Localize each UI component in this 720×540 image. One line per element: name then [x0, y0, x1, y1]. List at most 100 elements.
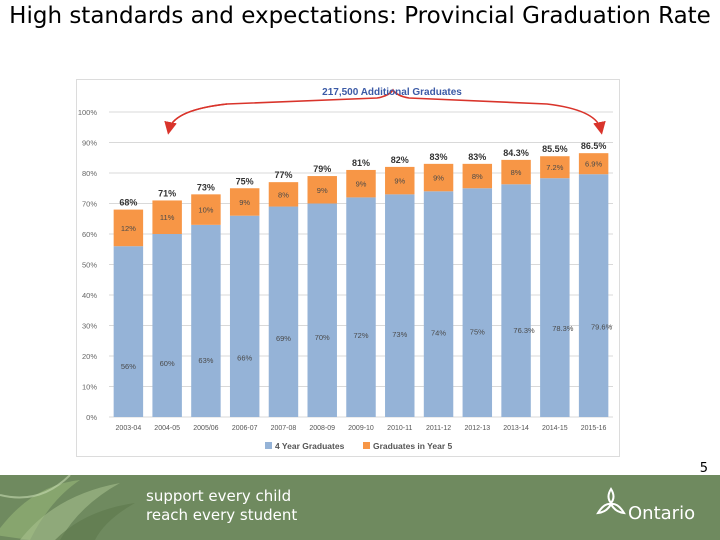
data-label-year-5: 6.9% [585, 160, 602, 169]
y-tick-label: 80% [82, 169, 97, 178]
data-label-4-year: 69% [276, 334, 291, 343]
bar-graduates-year-5 [385, 166, 415, 195]
data-label-4-year: 73% [392, 330, 407, 339]
bar-4-year-graduates [578, 174, 609, 417]
x-tick-label: 2007-08 [271, 425, 297, 432]
data-label-total: 84.3% [503, 148, 529, 158]
bar-4-year-graduates [152, 234, 182, 417]
data-label-total: 86.5% [581, 141, 607, 151]
annotation: 217,500 Additional Graduates [164, 87, 606, 135]
data-label-4-year: 63% [198, 356, 213, 365]
data-label-year-5: 9% [356, 180, 367, 189]
slogan-line-2: reach every student [146, 506, 298, 524]
footer-banner: support every child reach every student … [0, 475, 720, 540]
data-label-total: 73% [197, 182, 215, 192]
bar-graduates-year-5 [462, 163, 493, 189]
data-label-4-year: 78.3% [552, 324, 574, 333]
data-label-total: 77% [274, 170, 292, 180]
slogan-line-1: support every child [146, 487, 292, 505]
slide-title: High standards and expectations: Provinc… [9, 3, 711, 29]
y-tick-label: 50% [82, 261, 97, 270]
graduation-rate-chart: 56% 12% 68% 60% 11% 71% 63% 10% 73% 66% 9% 75% 69% 8%… [78, 87, 613, 451]
data-label-total: 83% [468, 152, 486, 162]
leaf-swirl-decoration [0, 475, 135, 540]
x-tick-label: 2004-05 [154, 425, 180, 432]
bar-4-year-graduates [501, 184, 531, 417]
page-number: 5 [699, 461, 708, 476]
x-tick-label: 2013-14 [503, 425, 529, 432]
data-label-total: 82% [391, 155, 409, 165]
legend-label-year-5: Graduates in Year 5 [373, 441, 452, 451]
bar-4-year-graduates [346, 197, 376, 417]
data-label-year-5: 9% [394, 177, 405, 186]
bar-graduates-year-5 [191, 194, 221, 225]
y-tick-label: 0% [86, 413, 97, 422]
bar-graduates-year-5 [152, 200, 182, 234]
data-label-4-year: 66% [237, 354, 252, 363]
data-label-year-5: 12% [121, 224, 136, 233]
bar-graduates-year-5 [113, 209, 144, 247]
bar-4-year-graduates [229, 215, 260, 417]
ontario-logo: Ontario [594, 485, 704, 531]
data-label-total: 81% [352, 158, 370, 168]
data-label-total: 68% [119, 198, 137, 208]
bar-4-year-graduates [307, 203, 337, 417]
data-label-total: 79% [313, 164, 331, 174]
bar-graduates-year-5 [578, 153, 609, 175]
legend-swatch-4-year [265, 442, 272, 449]
footer-slogan: support every child reach every student [146, 487, 297, 525]
x-tick-label: 2010-11 [387, 425, 412, 432]
data-label-total: 85.5% [542, 144, 568, 154]
x-tick-label: 2011-12 [426, 425, 451, 432]
data-label-4-year: 76.3% [513, 326, 535, 335]
x-tick-label: 2006-07 [232, 425, 258, 432]
x-tick-label: 2005/06 [193, 425, 218, 432]
bar-4-year-graduates [191, 224, 221, 417]
y-tick-label: 70% [82, 200, 97, 209]
y-tick-label: 30% [82, 322, 97, 331]
data-label-4-year: 74% [431, 329, 446, 338]
data-label-year-5: 7.2% [546, 163, 563, 172]
data-label-year-5: 8% [511, 168, 522, 177]
legend-label-4-year: 4 Year Graduates [275, 441, 345, 451]
data-label-total: 75% [236, 176, 254, 186]
data-label-4-year: 60% [160, 359, 175, 368]
chart-frame: 56% 12% 68% 60% 11% 71% 63% 10% 73% 66% 9% 75% 69% 8%… [76, 79, 620, 457]
bar-graduates-year-5 [423, 163, 454, 192]
data-label-4-year: 75% [470, 328, 485, 337]
x-tick-label: 2012-13 [464, 425, 490, 432]
data-label-year-5: 9% [239, 198, 250, 207]
bar-graduates-year-5 [307, 176, 337, 204]
bars [113, 153, 609, 417]
legend: 4 Year Graduates Graduates in Year 5 [265, 441, 452, 451]
axis-labels: 0% 10% 20% 30% 40% 50% 60% 70% 80% 90% 100% 2003-04… [78, 108, 607, 432]
x-tick-label: 2008-09 [309, 425, 335, 432]
x-tick-label: 2003-04 [116, 425, 142, 432]
annotation-brace-left-tip [164, 103, 228, 135]
bar-graduates-year-5 [540, 156, 570, 179]
bar-graduates-year-5 [501, 159, 531, 185]
data-label-4-year: 70% [315, 333, 330, 342]
data-label-year-5: 10% [198, 206, 213, 215]
data-label-year-5: 8% [472, 172, 483, 181]
y-tick-label: 100% [78, 108, 98, 117]
bar-graduates-year-5 [346, 169, 376, 198]
bar-4-year-graduates [423, 191, 454, 417]
annotation-text: 217,500 Additional Graduates [322, 87, 462, 98]
bar-4-year-graduates [540, 178, 570, 417]
y-tick-label: 10% [82, 383, 97, 392]
bar-4-year-graduates [385, 194, 415, 417]
data-label-4-year: 56% [121, 362, 136, 371]
bar-4-year-graduates [113, 246, 144, 417]
x-tick-label: 2014-15 [542, 425, 568, 432]
data-labels: 56% 12% 68% 60% 11% 71% 63% 10% 73% 66% 9% 75% 69% 8%… [119, 141, 612, 371]
y-tick-label: 90% [82, 139, 97, 148]
data-label-total: 83% [430, 152, 448, 162]
bar-graduates-year-5 [268, 182, 299, 207]
ontario-wordmark: Ontario [628, 503, 696, 524]
legend-swatch-year-5 [363, 442, 370, 449]
data-label-4-year: 79.6% [591, 323, 613, 332]
data-label-total: 71% [158, 188, 176, 198]
x-tick-label: 2009-10 [348, 425, 374, 432]
data-label-4-year: 72% [353, 331, 368, 340]
